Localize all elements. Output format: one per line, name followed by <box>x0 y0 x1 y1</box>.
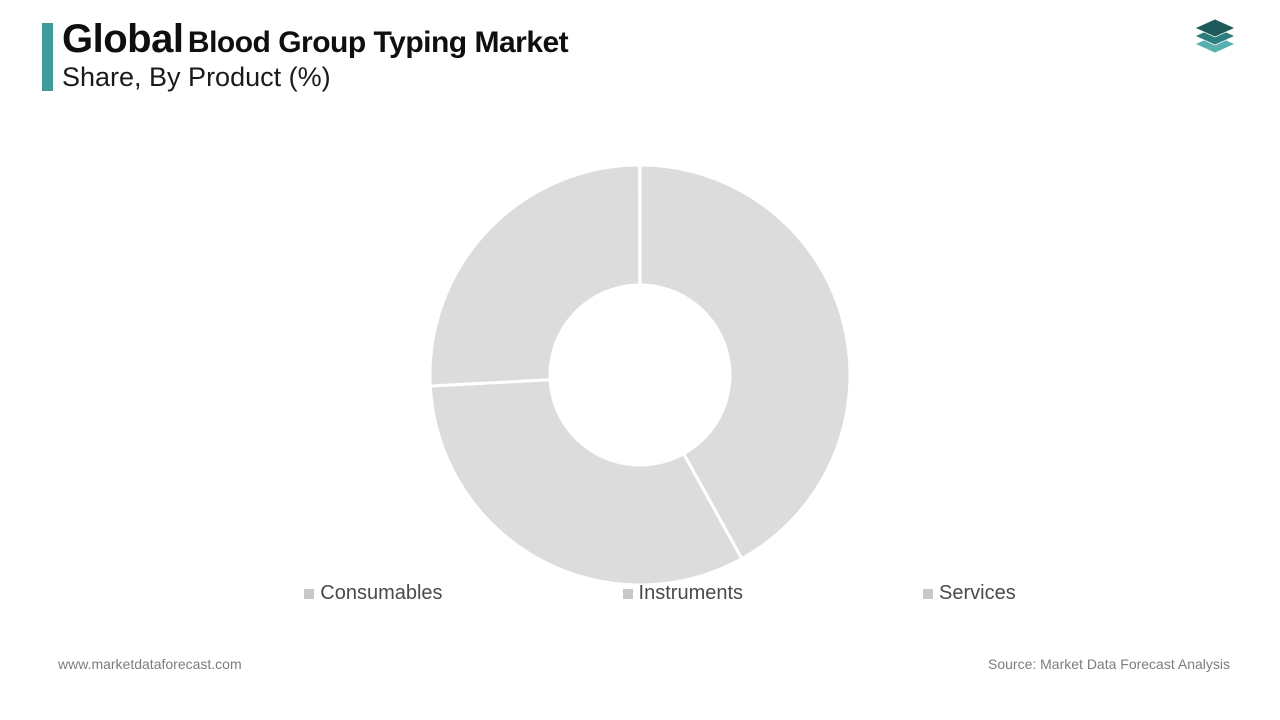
title-line: Global Blood Group Typing Market <box>62 18 1238 60</box>
legend-swatch-icon <box>304 589 314 599</box>
legend-item: Consumables <box>304 582 442 605</box>
legend-swatch-icon <box>923 589 933 599</box>
legend-item: Services <box>923 582 1016 605</box>
legend-label: Instruments <box>639 582 743 605</box>
legend-item: Instruments <box>623 582 743 605</box>
legend-label: Consumables <box>320 582 442 605</box>
legend-label: Services <box>939 582 1016 605</box>
header: Global Blood Group Typing Market Share, … <box>42 18 1238 93</box>
title-block: Global Blood Group Typing Market Share, … <box>62 18 1238 93</box>
subtitle-text: Share, By Product (%) <box>62 62 1238 93</box>
legend: Consumables Instruments Services <box>0 582 1280 605</box>
brand-logo-icon <box>1190 18 1240 68</box>
footer-source: Source: Market Data Forecast Analysis <box>988 656 1230 672</box>
title-rest: Blood Group Typing Market <box>188 26 568 59</box>
accent-bar <box>42 23 53 91</box>
donut-chart <box>0 155 1280 595</box>
legend-swatch-icon <box>623 589 633 599</box>
title-strong: Global <box>62 17 183 61</box>
footer-url: www.marketdataforecast.com <box>58 656 242 672</box>
